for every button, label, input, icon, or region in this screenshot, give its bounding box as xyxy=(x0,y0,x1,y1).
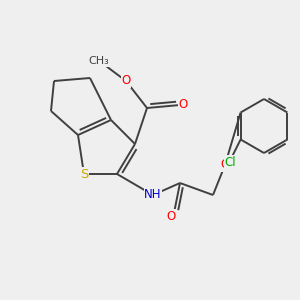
Text: O: O xyxy=(122,74,130,88)
Text: NH: NH xyxy=(144,188,162,202)
Text: O: O xyxy=(178,98,188,112)
Text: O: O xyxy=(220,158,230,172)
Text: Cl: Cl xyxy=(224,155,236,169)
Text: S: S xyxy=(80,167,88,181)
Text: O: O xyxy=(167,209,176,223)
Text: CH₃: CH₃ xyxy=(88,56,110,67)
